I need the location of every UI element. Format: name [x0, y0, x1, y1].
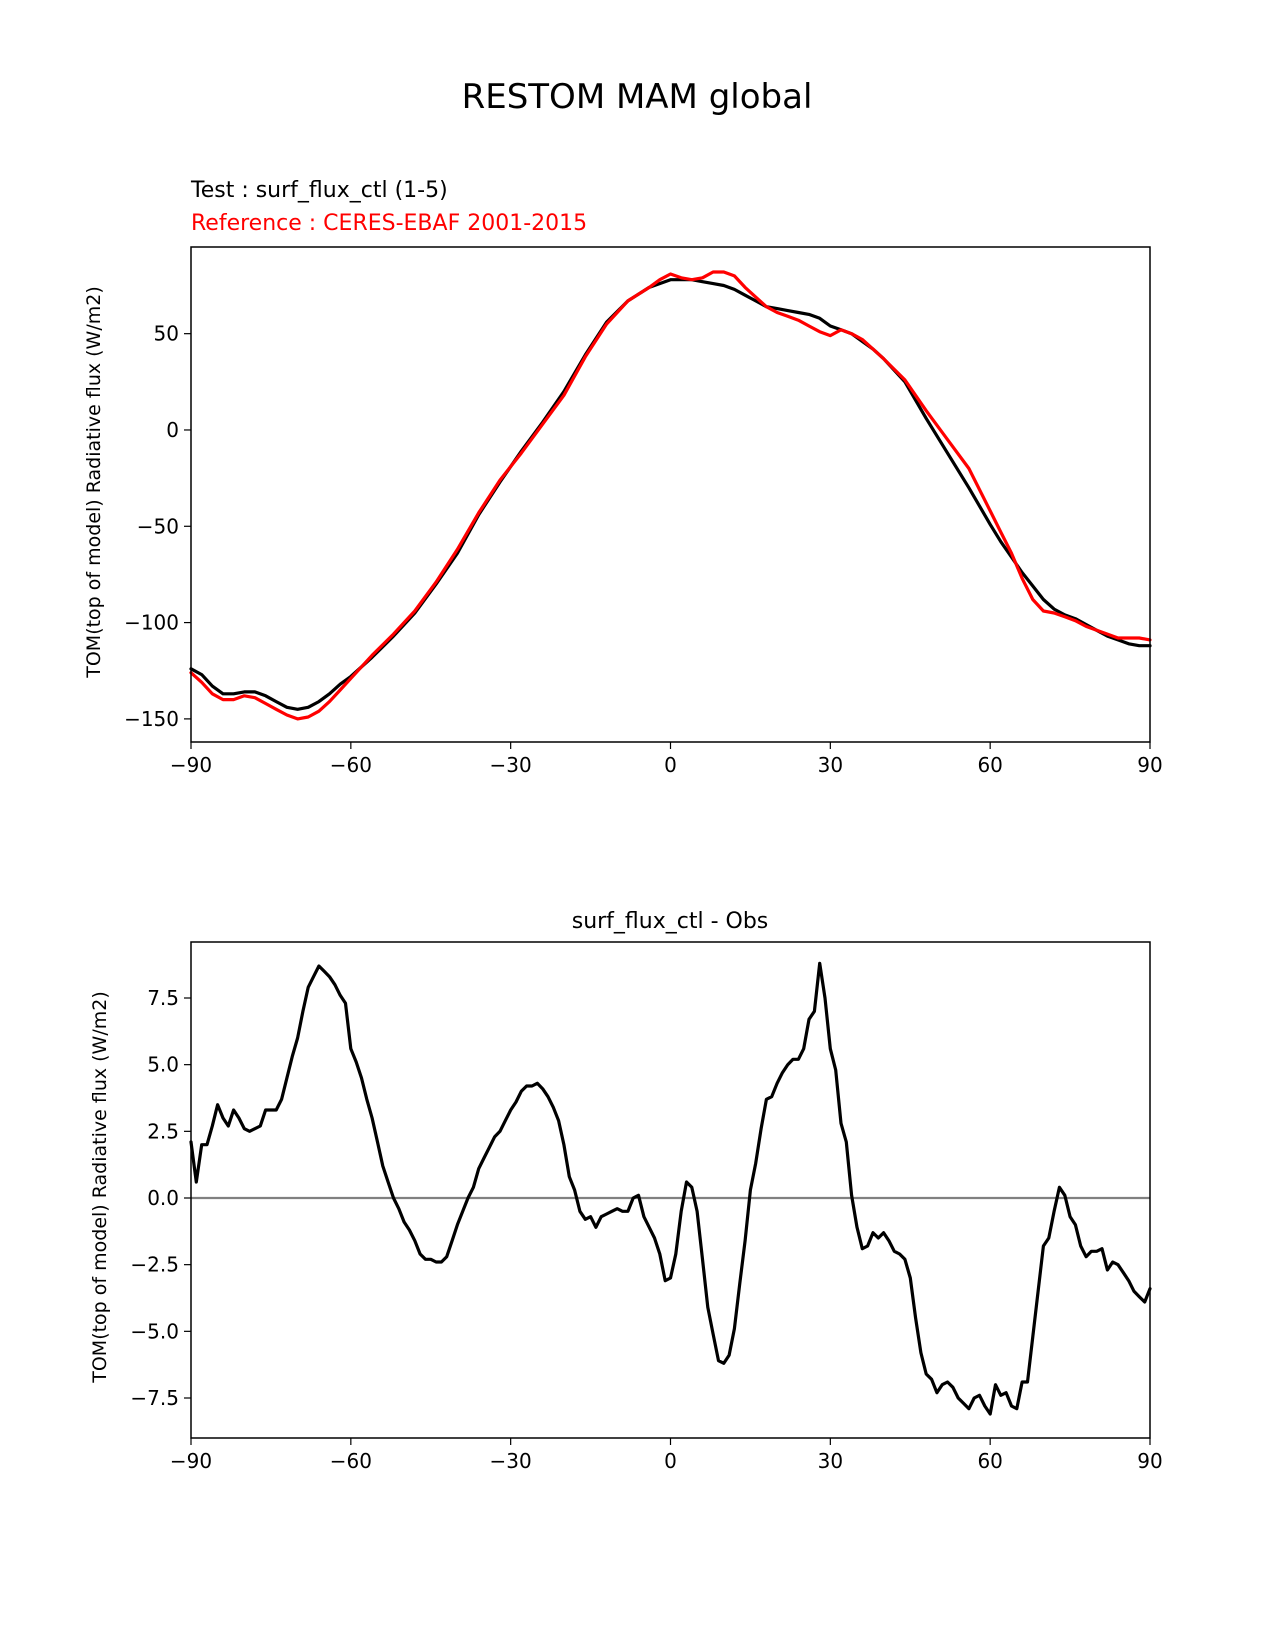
- bottom-xtick-label: 0: [664, 1449, 677, 1473]
- top-ytick-label: 50: [154, 322, 179, 346]
- bottom-xtick-label: 30: [818, 1449, 843, 1473]
- bottom-ytick-label: 5.0: [147, 1053, 179, 1077]
- bottom-ytick-label: 2.5: [147, 1119, 179, 1143]
- bottom-xtick-label: −60: [330, 1449, 372, 1473]
- top-plot-frame: [190, 246, 1151, 743]
- top-ytick-label: −50: [137, 514, 179, 538]
- bottom-xtick-label: −30: [490, 1449, 532, 1473]
- bottom-plot-frame: [190, 941, 1151, 1439]
- bottom-xtick-label: −90: [170, 1449, 212, 1473]
- top-ytick-label: −150: [124, 707, 179, 731]
- bottom-panel: surf_flux_ctl - Obs TOM(top of model) Ra…: [89, 909, 1163, 1473]
- bottom-xtick-label: 60: [977, 1449, 1002, 1473]
- top-series-test-line: [189, 278, 1152, 711]
- top-ytick-label: −100: [124, 611, 179, 635]
- test-title: Test : surf_flux_ctl (1-5): [190, 178, 448, 203]
- bottom-series-test-line: [189, 961, 1152, 1416]
- bottom-ytick-label: −5.0: [130, 1319, 179, 1343]
- top-xtick-label: −30: [490, 753, 532, 777]
- figure-suptitle: RESTOM MAM global: [462, 77, 813, 117]
- bottom-ytick-label: −2.5: [130, 1253, 179, 1277]
- bottom-ytick-label: −7.5: [130, 1386, 179, 1410]
- bottom-ytick-label: 0.0: [147, 1186, 179, 1210]
- bottom-ylabel: TOM(top of model) Radiative flux (W/m2): [89, 991, 111, 1384]
- top-xtick-label: 0: [664, 753, 677, 777]
- top-xtick-label: 60: [977, 753, 1002, 777]
- top-xtick-label: −60: [330, 753, 372, 777]
- top-panel: Test : surf_flux_ctl (1-5) Reference : C…: [83, 178, 1163, 777]
- top-ylabel: TOM(top of model) Radiative flux (W/m2): [83, 286, 105, 679]
- bottom-ytick-label: 7.5: [147, 986, 179, 1010]
- top-xtick-label: 90: [1137, 753, 1162, 777]
- difference-title: surf_flux_ctl - Obs: [572, 909, 769, 934]
- bottom-xtick-label: 90: [1137, 1449, 1162, 1473]
- top-series-reference-line: [189, 270, 1152, 721]
- top-xtick-label: 30: [818, 753, 843, 777]
- top-ytick-label: 0: [166, 418, 179, 442]
- reference-title: Reference : CERES-EBAF 2001-2015: [191, 211, 587, 236]
- top-xtick-label: −90: [170, 753, 212, 777]
